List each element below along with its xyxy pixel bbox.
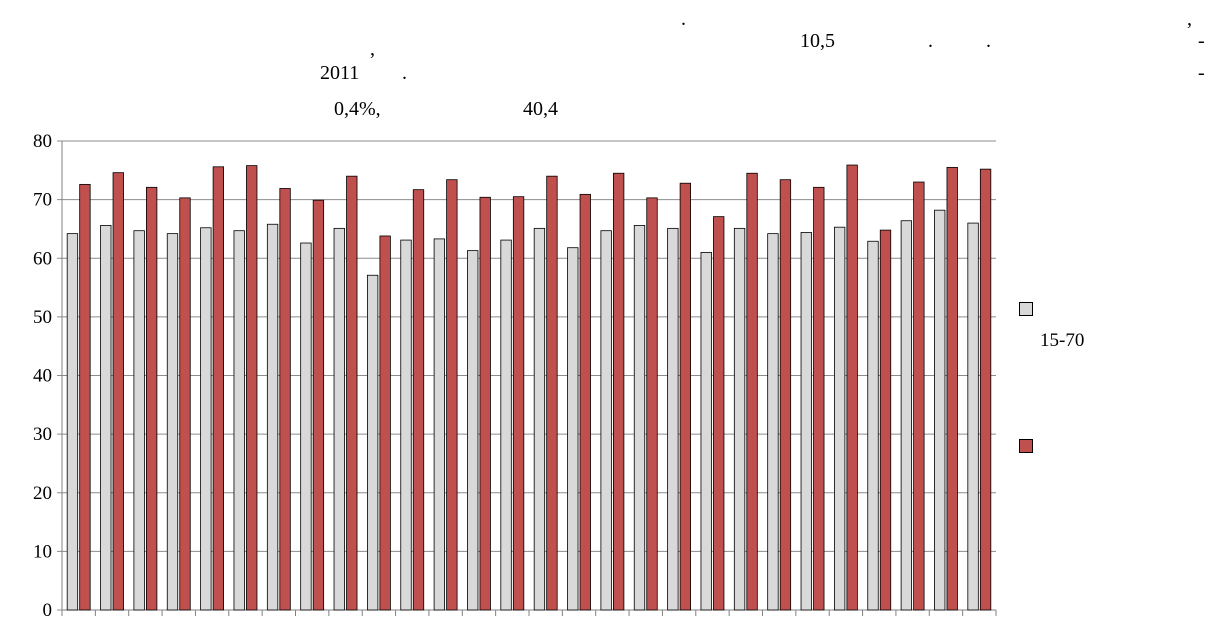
bar-series2 xyxy=(579,193,591,611)
bar-series1 xyxy=(900,220,913,611)
bar-series2 xyxy=(112,172,124,611)
bar-series2 xyxy=(646,197,658,611)
bar-series1 xyxy=(100,225,112,611)
bar-series1 xyxy=(800,232,812,611)
bar-series1 xyxy=(133,230,145,611)
text-fragment: 10,5 xyxy=(800,30,835,52)
bar-series2 xyxy=(779,179,792,611)
bar-series2 xyxy=(379,235,391,611)
legend-swatch-series1 xyxy=(1019,302,1033,316)
y-tick-label: 20 xyxy=(33,483,52,504)
text-fragment: 40,4 xyxy=(523,98,558,120)
bar-series2 xyxy=(412,189,425,611)
bar-series1 xyxy=(733,227,746,611)
bar-series1 xyxy=(400,239,412,611)
bar-series1 xyxy=(867,240,879,611)
bar-series1 xyxy=(433,238,446,611)
bar-series2 xyxy=(346,175,358,611)
y-tick-label: 10 xyxy=(33,541,52,562)
bar-series1 xyxy=(600,230,612,611)
y-tick-label: 60 xyxy=(33,248,52,269)
bar-series1 xyxy=(633,225,646,611)
bar-series2 xyxy=(879,229,892,611)
text-fragment: . xyxy=(986,30,991,52)
bar-series2 xyxy=(746,172,758,611)
bar-series2 xyxy=(279,188,291,611)
bar-series1 xyxy=(266,223,279,611)
bar-series1 xyxy=(833,226,846,611)
bar-series1 xyxy=(300,242,312,611)
bar-series2 xyxy=(946,166,958,611)
text-fragment: . xyxy=(681,8,686,30)
bar-series1 xyxy=(467,250,479,611)
bar-series2 xyxy=(145,186,158,611)
bar-series1 xyxy=(166,233,179,611)
text-fragment: , xyxy=(370,38,375,60)
bar-series2 xyxy=(512,196,525,611)
text-fragment: 0,4%, xyxy=(334,98,381,120)
bar-series1 xyxy=(967,222,979,611)
y-tick-label: 0 xyxy=(43,600,53,621)
text-fragment: 2011 xyxy=(320,62,360,84)
bar-series2 xyxy=(913,181,925,611)
y-tick-label: 30 xyxy=(33,424,52,445)
bar-series2 xyxy=(479,196,491,611)
bar-series1 xyxy=(767,233,779,611)
bar-series1 xyxy=(567,247,579,611)
bar-series2 xyxy=(612,172,625,611)
bar-series2 xyxy=(79,183,91,611)
text-fragment: , xyxy=(1187,8,1192,30)
legend-label-series1: 15-70 xyxy=(1040,330,1085,351)
bar-series2 xyxy=(979,168,992,611)
y-tick-label: 70 xyxy=(33,190,52,211)
bar-series2 xyxy=(713,216,725,611)
bar-series1 xyxy=(366,274,379,611)
bar-series2 xyxy=(212,166,225,611)
legend-swatch-series2 xyxy=(1019,439,1033,453)
bar-series1 xyxy=(333,227,345,611)
text-fragment: - xyxy=(1198,62,1205,84)
bar-series2 xyxy=(679,182,692,611)
y-tick-label: 40 xyxy=(33,366,52,387)
y-tick-label: 80 xyxy=(33,131,52,152)
bar-series1 xyxy=(200,227,212,611)
text-fragment: . xyxy=(402,62,407,84)
bar-series2 xyxy=(846,164,858,611)
bar-series2 xyxy=(179,197,191,611)
bar-series1 xyxy=(934,209,946,611)
y-tick-label: 50 xyxy=(33,307,52,328)
bar-series2 xyxy=(446,179,458,611)
bar-series1 xyxy=(66,233,79,611)
bar-series2 xyxy=(312,199,325,611)
text-fragment: . xyxy=(928,30,933,52)
bar-series2 xyxy=(813,186,825,611)
bar-series1 xyxy=(700,251,712,611)
text-fragment: - xyxy=(1198,30,1205,52)
bar-series2 xyxy=(546,175,558,611)
bar-series1 xyxy=(500,239,512,611)
bar-series1 xyxy=(233,230,245,611)
bar-series2 xyxy=(246,165,258,611)
bar-series1 xyxy=(533,227,546,611)
bar-series1 xyxy=(667,227,679,611)
